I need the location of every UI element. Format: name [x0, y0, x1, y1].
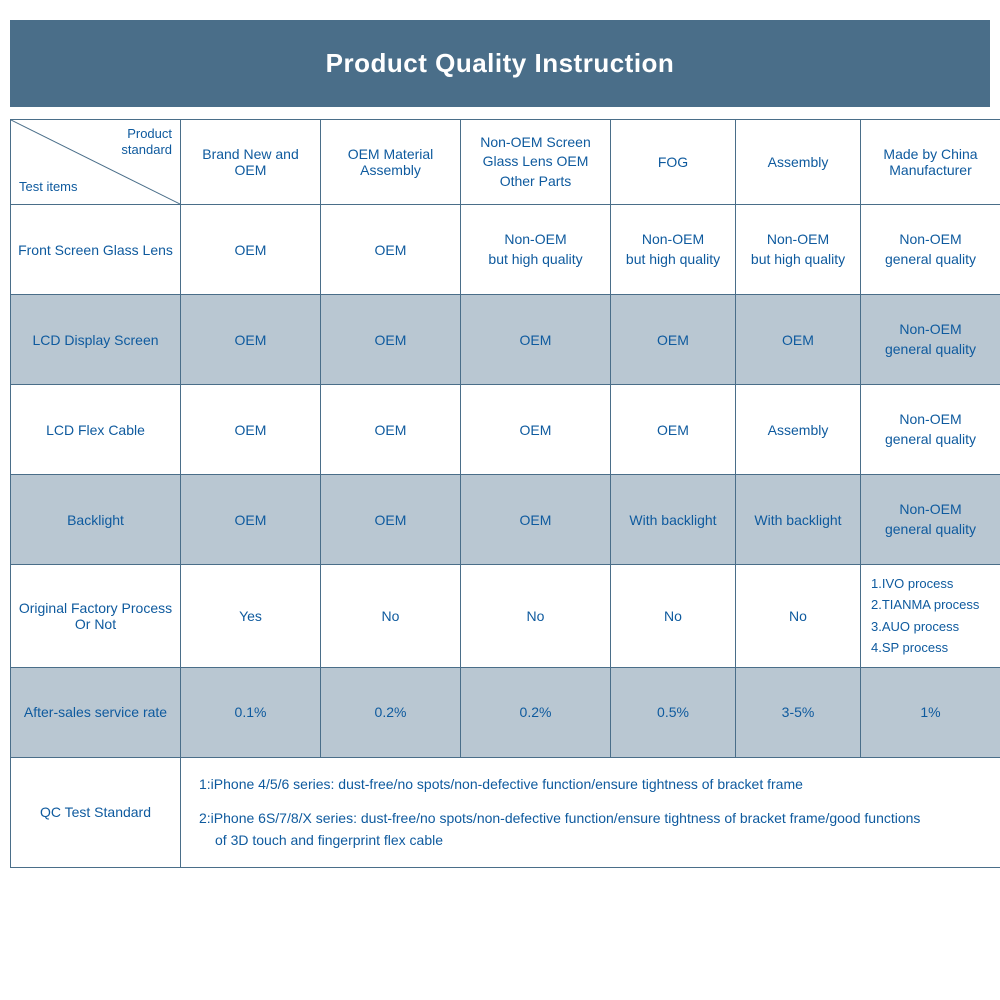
cell: OEM	[461, 385, 611, 475]
row-label: Original Factory Process Or Not	[11, 565, 181, 668]
cell: OEM	[321, 205, 461, 295]
table-row: LCD Flex Cable OEM OEM OEM OEM Assembly …	[11, 385, 1000, 475]
cell: 0.2%	[321, 667, 461, 757]
quality-table: Productstandard Test items Brand New and…	[10, 119, 1000, 868]
cell: Non-OEMgeneral quality	[861, 475, 1000, 565]
cell: With backlight	[736, 475, 861, 565]
cell: OEM	[181, 475, 321, 565]
cell: OEM	[181, 205, 321, 295]
cell: Non-OEMbut high quality	[611, 205, 736, 295]
qc-line2: 2:iPhone 6S/7/8/X series: dust-free/no s…	[199, 807, 982, 852]
cell: OEM	[321, 475, 461, 565]
cell: No	[461, 565, 611, 668]
corner-bottom-label: Test items	[19, 179, 78, 194]
cell: Non-OEMgeneral quality	[861, 385, 1000, 475]
cell: No	[611, 565, 736, 668]
table-row: Backlight OEM OEM OEM With backlight Wit…	[11, 475, 1000, 565]
cell: Non-OEMbut high quality	[736, 205, 861, 295]
table-header-row: Productstandard Test items Brand New and…	[11, 120, 1000, 205]
cell: 0.2%	[461, 667, 611, 757]
row-label: After-sales service rate	[11, 667, 181, 757]
cell: OEM	[611, 385, 736, 475]
row-label: QC Test Standard	[11, 757, 181, 867]
row-label: LCD Flex Cable	[11, 385, 181, 475]
table-row: LCD Display Screen OEM OEM OEM OEM OEM N…	[11, 295, 1000, 385]
col-header: Made by China Manufacturer	[861, 120, 1000, 205]
cell: Non-OEMbut high quality	[461, 205, 611, 295]
col-header: Non-OEM Screen Glass Lens OEM Other Part…	[461, 120, 611, 205]
row-label: Front Screen Glass Lens	[11, 205, 181, 295]
cell: 1%	[861, 667, 1000, 757]
col-header: OEM Material Assembly	[321, 120, 461, 205]
cell: OEM	[736, 295, 861, 385]
col-header: FOG	[611, 120, 736, 205]
qc-line1: 1:iPhone 4/5/6 series: dust-free/no spot…	[199, 773, 982, 795]
qc-standard-cell: 1:iPhone 4/5/6 series: dust-free/no spot…	[181, 757, 1000, 867]
qc-line2a: 2:iPhone 6S/7/8/X series: dust-free/no s…	[199, 810, 920, 826]
cell: OEM	[181, 295, 321, 385]
cell: Assembly	[736, 385, 861, 475]
cell: Non-OEMgeneral quality	[861, 205, 1000, 295]
table-row: Front Screen Glass Lens OEM OEM Non-OEMb…	[11, 205, 1000, 295]
cell: OEM	[321, 385, 461, 475]
cell: No	[736, 565, 861, 668]
cell: Yes	[181, 565, 321, 668]
cell: No	[321, 565, 461, 668]
cell: OEM	[181, 385, 321, 475]
row-label: Backlight	[11, 475, 181, 565]
table-row: After-sales service rate 0.1% 0.2% 0.2% …	[11, 667, 1000, 757]
cell: OEM	[461, 295, 611, 385]
cell-process-list: 1.IVO process2.TIANMA process3.AUO proce…	[861, 565, 1000, 668]
cell: 0.5%	[611, 667, 736, 757]
qc-line2b: of 3D touch and fingerprint flex cable	[199, 829, 982, 851]
col-header: Brand New and OEM	[181, 120, 321, 205]
col-header: Assembly	[736, 120, 861, 205]
table-row-qc: QC Test Standard 1:iPhone 4/5/6 series: …	[11, 757, 1000, 867]
page-title: Product Quality Instruction	[10, 20, 990, 107]
row-label: LCD Display Screen	[11, 295, 181, 385]
corner-top-label: Productstandard	[121, 126, 172, 159]
cell: With backlight	[611, 475, 736, 565]
cell: OEM	[461, 475, 611, 565]
corner-header: Productstandard Test items	[11, 120, 181, 205]
cell: Non-OEMgeneral quality	[861, 295, 1000, 385]
table-row: Original Factory Process Or Not Yes No N…	[11, 565, 1000, 668]
cell: 3-5%	[736, 667, 861, 757]
cell: 0.1%	[181, 667, 321, 757]
cell: OEM	[611, 295, 736, 385]
cell: OEM	[321, 295, 461, 385]
